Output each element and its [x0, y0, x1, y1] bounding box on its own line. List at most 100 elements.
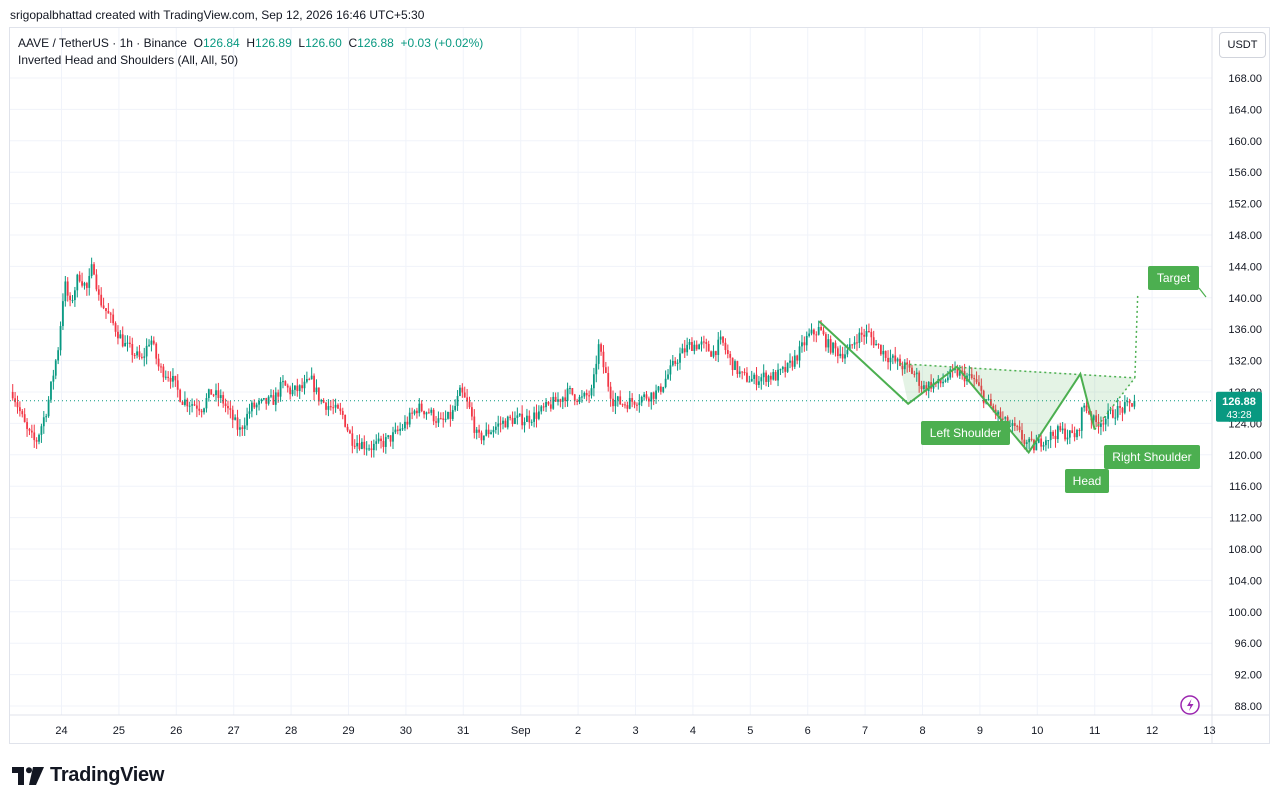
candle-body	[944, 380, 947, 382]
candle-body	[21, 411, 24, 415]
candle-body	[846, 350, 849, 355]
candle-body	[939, 379, 942, 384]
candle-body	[868, 331, 870, 333]
candle-body	[844, 354, 846, 359]
candle-body	[310, 375, 313, 380]
candle-body	[789, 360, 791, 363]
candle-body	[502, 420, 504, 424]
candle-body	[382, 441, 385, 447]
candle-body	[707, 343, 710, 352]
candle-body	[643, 394, 646, 397]
candle-body	[956, 369, 959, 376]
indicator-label[interactable]: Inverted Head and Shoulders (All, All, 5…	[18, 53, 239, 67]
candle-body	[573, 394, 576, 401]
candle-body	[602, 351, 605, 368]
candle-body	[236, 417, 239, 430]
x-tick-label: 3	[632, 725, 638, 737]
candle-body	[820, 326, 822, 331]
candle-body	[925, 385, 928, 392]
candle-body	[805, 335, 808, 346]
brand-logo: TradingView	[12, 764, 164, 787]
candle-body	[631, 398, 634, 402]
candle-body	[499, 423, 502, 425]
candle-body	[459, 387, 461, 396]
chart-frame[interactable]	[9, 27, 1270, 744]
x-tick-label: 30	[400, 725, 412, 737]
lightning-icon[interactable]	[1180, 695, 1200, 715]
candle-body	[140, 356, 143, 358]
candle-body	[722, 336, 724, 343]
candle-body	[492, 429, 495, 433]
candle-body	[712, 351, 715, 357]
candle-body	[633, 401, 636, 405]
candle-body	[152, 340, 155, 344]
candle-body	[894, 355, 897, 362]
candle-body	[18, 407, 21, 412]
candle-body	[564, 397, 567, 401]
candle-body	[659, 386, 662, 392]
candle-body	[272, 395, 275, 405]
candle-body	[351, 433, 354, 446]
y-tick-label: 164.00	[1228, 104, 1262, 116]
candle-body	[143, 356, 146, 358]
candle-body	[291, 389, 294, 395]
candle-body	[906, 362, 909, 365]
currency-button[interactable]: USDT	[1219, 32, 1266, 58]
candle-body	[607, 373, 610, 387]
candle-body	[571, 388, 574, 395]
candle-body	[394, 429, 397, 433]
candle-body	[198, 408, 201, 411]
candle-body	[136, 351, 138, 356]
candle-body	[1092, 415, 1095, 421]
candle-body	[741, 371, 744, 373]
candle-body	[865, 331, 868, 337]
candle-body	[748, 381, 751, 383]
lightning-icon-ring	[1180, 695, 1200, 715]
candle-body	[760, 377, 763, 382]
candle-body	[530, 421, 533, 423]
target-label-box	[1148, 266, 1199, 290]
candle-body	[248, 411, 251, 414]
candle-body	[592, 374, 595, 389]
candle-body	[224, 403, 227, 407]
candle-body	[478, 429, 480, 433]
candle-body	[210, 389, 213, 395]
candle-body	[927, 382, 930, 392]
candle-body	[468, 401, 471, 408]
candle-body	[872, 337, 875, 346]
candle-body	[621, 404, 624, 406]
candle-body	[14, 398, 17, 403]
candle-body	[595, 363, 598, 375]
y-tick-label: 96.00	[1234, 638, 1262, 650]
candle-body	[203, 408, 205, 413]
head-label-box	[1065, 469, 1109, 493]
candle-body	[834, 342, 837, 349]
candle-body	[255, 404, 258, 408]
candle-body	[487, 429, 490, 435]
candle-body	[473, 416, 476, 433]
grid	[10, 28, 1269, 743]
candle-body	[679, 353, 681, 363]
candle-body	[430, 409, 433, 413]
candle-body	[772, 372, 775, 380]
candle-body	[26, 422, 28, 429]
candle-body	[57, 350, 60, 361]
candle-body	[332, 407, 335, 409]
candle-body	[882, 350, 885, 355]
candle-body	[315, 387, 318, 393]
candle-body	[449, 411, 452, 419]
candle-body	[217, 390, 220, 399]
candle-body	[195, 405, 198, 409]
candle-body	[480, 432, 483, 441]
candle-body	[485, 429, 488, 436]
candle-body	[466, 397, 469, 402]
candle-body	[827, 339, 830, 348]
candle-body	[891, 355, 894, 358]
candle-body	[578, 396, 581, 403]
candle-body	[234, 417, 237, 420]
candle-body	[50, 381, 52, 400]
candle-body	[808, 333, 811, 336]
candle-body	[289, 387, 292, 395]
price-badge-box	[1216, 391, 1262, 422]
